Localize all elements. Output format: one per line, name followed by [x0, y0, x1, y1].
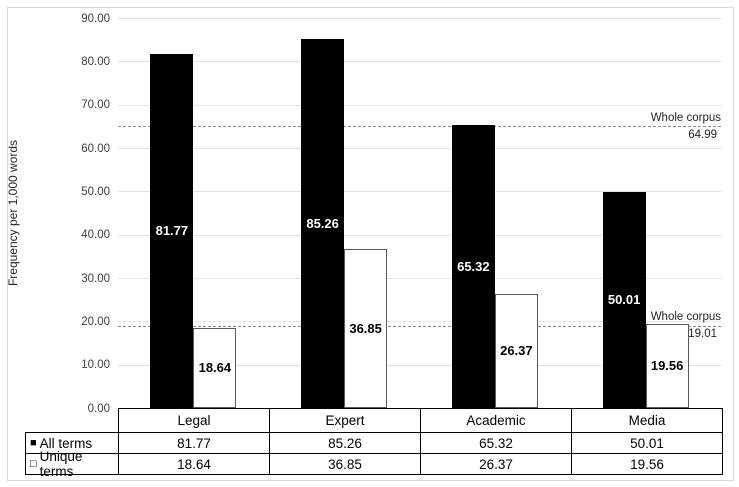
legend-cell: □ Unique terms: [25, 449, 119, 479]
table-value-cell: 26.37: [420, 453, 572, 475]
reference-line-label: Whole corpus: [650, 311, 721, 324]
table-header-cell: Legal: [118, 408, 270, 433]
open-square-icon: □: [30, 457, 37, 470]
bar-value-label: 19.56: [650, 358, 684, 374]
table-value-cell: 81.77: [118, 432, 270, 454]
gridline: [118, 104, 721, 106]
y-tick-label: 60.00: [81, 142, 110, 155]
gridline: [118, 278, 721, 279]
filled-square-icon: ■: [30, 436, 37, 449]
y-tick-label: 90.00: [81, 12, 110, 25]
bar-value-label: 81.77: [155, 223, 189, 239]
y-axis-title: Frequency per 1,000 words: [6, 139, 20, 287]
table-value-cell: 19.56: [571, 453, 723, 475]
bar-all-terms-expert: [301, 39, 345, 409]
y-tick-label: 80.00: [81, 55, 110, 68]
bar-value-label: 26.37: [500, 343, 533, 359]
y-tick-label: 70.00: [81, 99, 110, 112]
bar-value-label: 18.64: [198, 360, 232, 376]
y-tick-label: 20.00: [81, 315, 110, 328]
table-value-cell: 36.85: [269, 453, 421, 475]
gridline: [118, 321, 721, 323]
bar-all-terms-media: [602, 191, 646, 409]
table-value-cell: 50.01: [571, 432, 723, 454]
table-value-cell: 85.26: [269, 432, 421, 454]
legend-cell: ■ All terms: [25, 432, 119, 454]
bar-value-label: 36.85: [349, 320, 382, 336]
gridline: [118, 364, 721, 366]
table-header-cell: Expert: [269, 408, 421, 433]
bar-unique-terms-media: [645, 323, 689, 409]
reference-line: [118, 325, 721, 327]
bar-value-label: 50.01: [607, 292, 641, 308]
reference-line-label: Whole corpus: [650, 111, 721, 124]
gridline: [118, 148, 721, 149]
reference-line: [118, 126, 721, 128]
legend-series-name: Unique terms: [39, 449, 83, 479]
table-value-cell: 65.32: [420, 432, 572, 454]
gridline: [118, 61, 721, 63]
gridline: [118, 18, 721, 19]
bar-value-label: 65.32: [457, 258, 490, 274]
gridline: [118, 234, 721, 236]
bar-unique-terms-legal: [193, 327, 237, 409]
bar-all-terms-legal: [150, 54, 194, 409]
reference-line-value: 64.99: [688, 128, 717, 141]
y-tick-label: 40.00: [81, 229, 110, 242]
bar-value-label: 85.26: [306, 215, 339, 231]
y-tick-label: 0.00: [87, 402, 110, 415]
bar-unique-terms-academic: [494, 294, 538, 409]
y-tick-label: 10.00: [81, 359, 110, 372]
legend-series-name: All terms: [39, 435, 93, 451]
y-tick-label: 30.00: [81, 272, 110, 285]
gridline: [118, 191, 721, 193]
bar-all-terms-academic: [451, 125, 495, 409]
bar-unique-terms-expert: [344, 248, 388, 409]
reference-line-value: 19.01: [688, 328, 717, 341]
table-header-cell: Media: [571, 408, 723, 433]
table-header-cell: Academic: [420, 408, 572, 433]
table-value-cell: 18.64: [118, 453, 270, 475]
y-tick-label: 50.00: [81, 185, 110, 198]
